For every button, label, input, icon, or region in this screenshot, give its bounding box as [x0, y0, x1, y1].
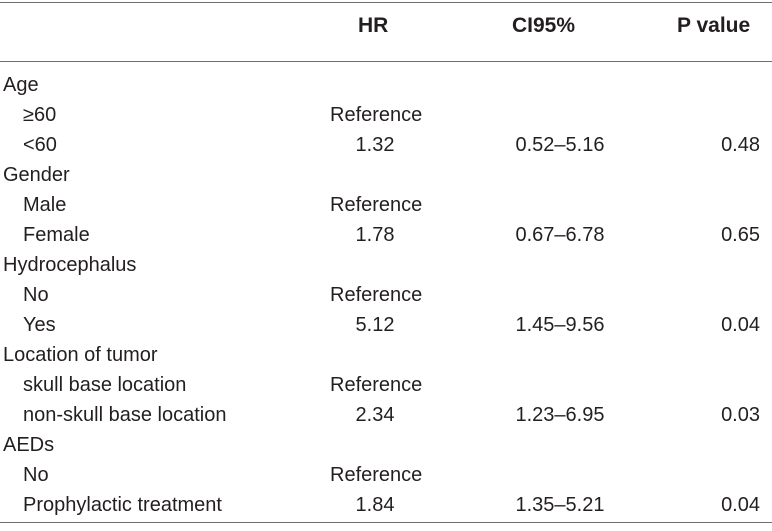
table-group-row: AEDs — [0, 430, 772, 460]
cell-ci95: 0.67–6.78 — [515, 224, 605, 246]
top-rule — [0, 2, 772, 3]
cell-hr: 1.78 — [355, 224, 395, 246]
header-p-value: P value — [677, 14, 751, 37]
table-row: non-skull base location 2.34 1.23–6.95 0.03 — [0, 400, 772, 430]
table-header: HR CI95% P value — [0, 14, 772, 44]
table-row: skull base location Reference — [0, 370, 772, 400]
cell-ci95: 1.23–6.95 — [515, 404, 605, 426]
row-label: non-skull base location — [23, 404, 227, 426]
cell-ci95: 0.52–5.16 — [515, 134, 605, 156]
table-row: Female 1.78 0.67–6.78 0.65 — [0, 220, 772, 250]
cell-hr: 1.32 — [355, 134, 395, 156]
cell-p-value: 0.65 — [721, 224, 760, 246]
row-label: ≥60 — [23, 104, 57, 126]
cell-p-value: 0.04 — [721, 314, 760, 336]
table-row: Male Reference — [0, 190, 772, 220]
row-label: No — [23, 284, 49, 306]
cell-hr: Reference — [330, 284, 423, 306]
table-row: Prophylactic treatment 1.84 1.35–5.21 0.04 — [0, 490, 772, 520]
cell-ci95: 1.35–5.21 — [515, 494, 605, 516]
table-row: Yes 5.12 1.45–9.56 0.04 — [0, 310, 772, 340]
row-label: Yes — [23, 314, 56, 336]
row-label: AEDs — [3, 434, 55, 456]
table-group-row: Age — [0, 70, 772, 100]
cell-hr: 5.12 — [355, 314, 395, 336]
cell-hr: 1.84 — [355, 494, 395, 516]
table-row: No Reference — [0, 280, 772, 310]
row-label: No — [23, 464, 49, 486]
cell-hr: 2.34 — [355, 404, 395, 426]
row-label: Male — [23, 194, 67, 216]
cell-p-value: 0.04 — [721, 494, 760, 516]
table-row: ≥60 Reference — [0, 100, 772, 130]
bottom-rule — [0, 522, 772, 523]
row-label: Hydrocephalus — [3, 254, 137, 276]
header-ci95: CI95% — [512, 14, 576, 37]
table-row: <60 1.32 0.52–5.16 0.48 — [0, 130, 772, 160]
table-group-row: Gender — [0, 160, 772, 190]
table-body: Age ≥60 Reference <60 1.32 0.52–5.16 0.48 Gende… — [0, 70, 772, 520]
header-rule — [0, 61, 772, 62]
row-label: skull base location — [23, 374, 187, 396]
row-label: Female — [23, 224, 90, 246]
cell-p-value: 0.03 — [721, 404, 760, 426]
row-label: Gender — [3, 164, 70, 186]
table-group-row: Location of tumor — [0, 340, 772, 370]
header-hr: HR — [358, 14, 389, 37]
row-label: Age — [3, 74, 39, 96]
cell-hr: Reference — [330, 374, 423, 396]
row-label: <60 — [23, 134, 57, 156]
cell-hr: Reference — [330, 194, 423, 216]
row-label: Prophylactic treatment — [23, 494, 222, 516]
cell-hr: Reference — [330, 104, 423, 126]
cell-p-value: 0.48 — [721, 134, 760, 156]
row-label: Location of tumor — [3, 344, 158, 366]
cell-hr: Reference — [330, 464, 423, 486]
table-group-row: Hydrocephalus — [0, 250, 772, 280]
table-row: No Reference — [0, 460, 772, 490]
cell-ci95: 1.45–9.56 — [515, 314, 605, 336]
